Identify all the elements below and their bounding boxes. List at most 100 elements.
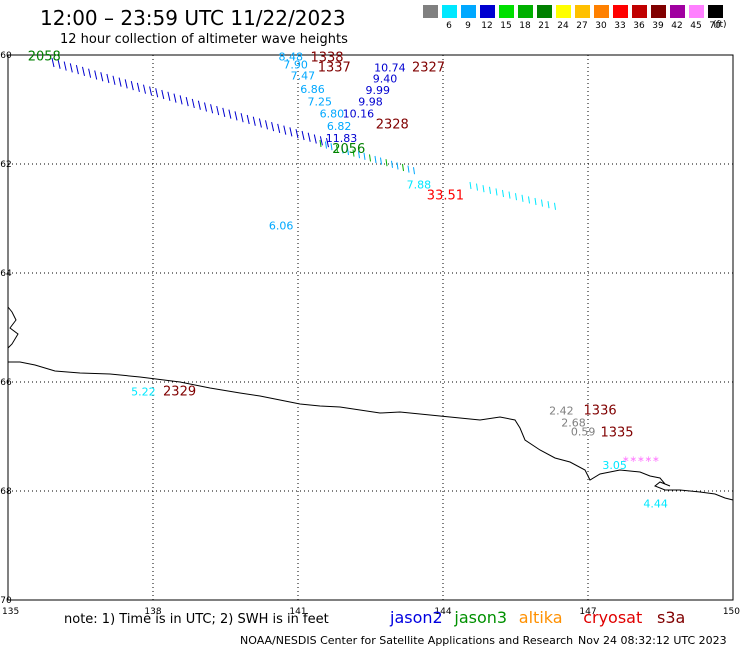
- track-mark: [51, 57, 55, 68]
- track-mark: [326, 137, 329, 148]
- scale-label: 12: [481, 21, 493, 31]
- track-mark: [155, 88, 159, 98]
- track-mark: [495, 188, 498, 196]
- antarctic-coast: [8, 361, 734, 501]
- scale-label: 27: [576, 21, 588, 31]
- track-mark: [319, 139, 322, 148]
- scale-swatch: [688, 4, 705, 19]
- track-mark: [179, 95, 183, 105]
- track-mark: [57, 59, 61, 69]
- wave-height-label: 8.48: [279, 50, 304, 63]
- track-mark: [385, 159, 388, 167]
- lat-tick-label: -64: [0, 269, 12, 279]
- wave-height-label: 6.06: [269, 219, 294, 232]
- track-mark: [289, 127, 293, 137]
- mission-jason3: jason3: [454, 608, 508, 627]
- track-mark: [283, 125, 287, 135]
- scale-swatch: [555, 4, 572, 19]
- pass-time-label: 1336: [584, 404, 617, 419]
- track-mark: [228, 109, 232, 119]
- generation-timestamp: Nov 24 08:32:12 UTC 2023: [578, 634, 727, 647]
- wave-height-label: 5.22: [131, 386, 156, 399]
- pass-time-label: 2329: [163, 385, 196, 400]
- scale-label: 33: [614, 21, 626, 31]
- wave-height-label: 6.82: [327, 120, 352, 133]
- mission-s3a: s3a: [657, 608, 686, 627]
- track-mark: [482, 185, 485, 193]
- track-mark: [336, 144, 338, 152]
- track-mark: [204, 102, 207, 112]
- scale-label: 24: [557, 21, 569, 31]
- scale-label: 70: [709, 21, 721, 31]
- wave-height-label: 9.98: [358, 96, 383, 109]
- scale-swatch: [650, 4, 667, 19]
- pass-time-label: 1337: [318, 60, 351, 75]
- mission-jason2: jason2: [390, 608, 443, 627]
- wave-height-label: 4.44: [643, 497, 668, 510]
- track-mark: [191, 98, 195, 109]
- coast-fragment: [7, 306, 19, 349]
- track-mark: [541, 199, 543, 207]
- scale-swatch: [631, 4, 648, 19]
- wave-height-label: 7.47: [291, 70, 316, 83]
- track-mark: [554, 202, 556, 210]
- pass-time-label: 33.51: [427, 188, 464, 203]
- lon-tick-label: 135: [2, 607, 19, 617]
- track-mark: [319, 136, 323, 146]
- track-mark: [75, 65, 79, 75]
- scale-swatch: [460, 4, 477, 19]
- wave-height-label: 9.99: [366, 84, 391, 97]
- scale-label: 9: [465, 21, 471, 31]
- wave-height-label: 10.16: [343, 108, 375, 121]
- wave-height-label: 6.86: [300, 83, 325, 96]
- track-mark: [521, 194, 524, 202]
- scale-label: 39: [652, 21, 664, 31]
- track-mark: [88, 68, 92, 78]
- lon-tick-label: 150: [723, 607, 740, 617]
- scale-label: 6: [446, 21, 452, 31]
- track-mark: [136, 82, 140, 93]
- track-mark: [82, 66, 85, 77]
- track-mark: [508, 191, 511, 199]
- page-title: 12:00 – 23:59 UTC 11/22/2023: [40, 6, 346, 30]
- track-mark: [307, 132, 311, 142]
- track-mark: [258, 118, 262, 128]
- track-mark: [402, 163, 404, 172]
- track-mark: [391, 160, 393, 168]
- track-mark: [246, 114, 250, 125]
- scale-label: 15: [500, 21, 512, 31]
- track-mark: [413, 167, 415, 175]
- lon-tick-label: 138: [144, 607, 161, 617]
- track-mark: [374, 155, 377, 164]
- axis-tick-labels: 135 138 141 144 147 150 -60 -62 -64 -66 -68 -70: [0, 51, 740, 617]
- lat-tick-label: -66: [0, 378, 12, 388]
- track-mark: [547, 201, 550, 209]
- track-mark: [210, 104, 214, 114]
- mission-altika: altika: [518, 608, 563, 627]
- track-mark: [94, 70, 98, 80]
- wave-height-label: 7.25: [308, 96, 333, 109]
- scale-label: 36: [633, 21, 645, 31]
- page-subtitle: 12 hour collection of altimeter wave hei…: [60, 32, 348, 47]
- track-mark: [325, 141, 327, 149]
- track-mark: [352, 149, 355, 157]
- lat-tick-label: -62: [0, 160, 12, 170]
- wave-height-label: 10.74: [374, 61, 406, 74]
- track-mark: [167, 91, 171, 101]
- scale-swatch: [498, 4, 515, 19]
- track-mark: [502, 189, 504, 198]
- track-mark: [143, 84, 146, 94]
- track-mark: [149, 86, 153, 96]
- scale-swatch: [612, 4, 629, 19]
- track-mark: [234, 111, 238, 121]
- track-mark: [396, 162, 399, 170]
- scale-unit: (ft): [713, 20, 727, 30]
- track-mark: [252, 116, 256, 126]
- track-mark: [358, 151, 360, 159]
- track-mark: [100, 72, 104, 82]
- track-mark: [271, 121, 275, 132]
- track-mark: [528, 196, 530, 204]
- track-mark: [240, 113, 244, 123]
- track-mark: [341, 146, 344, 154]
